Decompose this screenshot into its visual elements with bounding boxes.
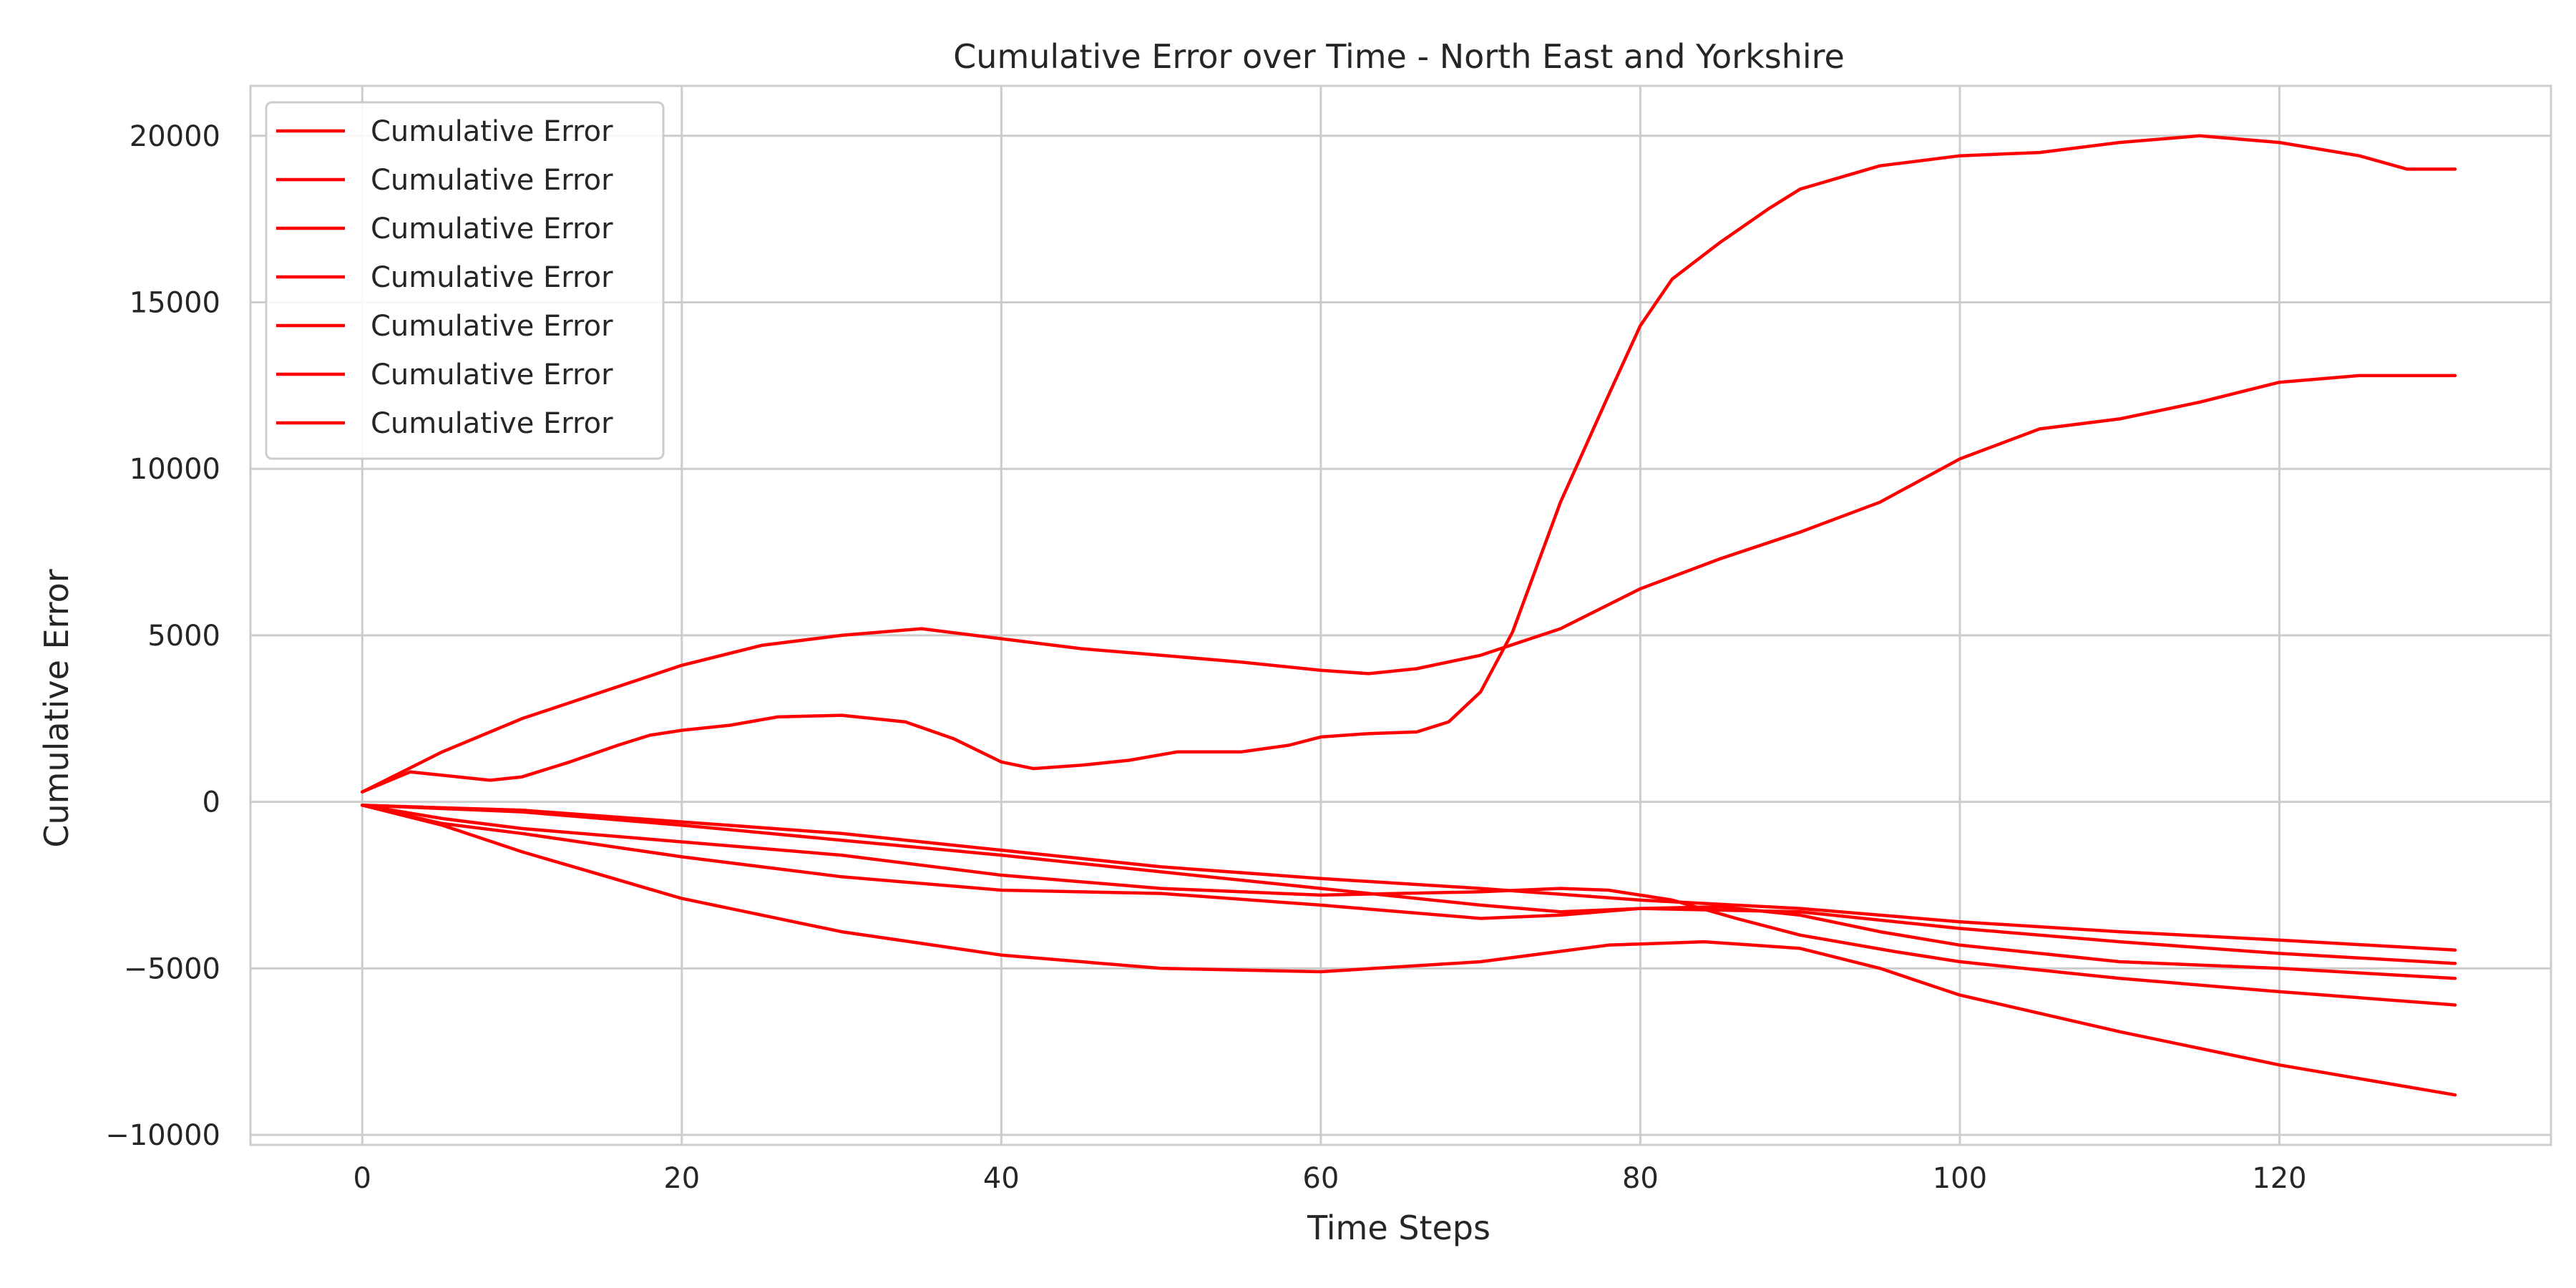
series-line-7 — [361, 804, 2457, 1097]
legend-entry: Cumulative Error — [371, 310, 613, 343]
legend-entry: Cumulative Error — [371, 261, 613, 294]
legend-entry: Cumulative Error — [371, 164, 613, 197]
series-line-6 — [361, 804, 2457, 980]
legend-entry: Cumulative Error — [371, 115, 613, 148]
grid — [250, 86, 2551, 1145]
y-tick-label: −5000 — [124, 952, 220, 985]
x-axis-label: Time Steps — [1307, 1209, 1491, 1247]
x-tick-label: 20 — [663, 1162, 700, 1195]
legend-entry: Cumulative Error — [371, 358, 613, 391]
legend-box — [265, 101, 665, 460]
series-line-5 — [361, 804, 2457, 1007]
tick-labels: 0 20 40 60 80 100 120 −10000 −5000 0 5000 10000 1500… — [105, 120, 2306, 1195]
y-tick-label: −10000 — [105, 1119, 220, 1152]
series-line-2 — [361, 374, 2457, 794]
series-lines — [361, 134, 2457, 1097]
y-tick-label: 10000 — [130, 453, 220, 486]
y-tick-label: 20000 — [130, 120, 220, 153]
legend-entry: Cumulative Error — [371, 213, 613, 245]
y-tick-label: 0 — [203, 786, 220, 819]
plot-frame — [249, 84, 2552, 1146]
chart-title: Cumulative Error over Time - North East … — [953, 37, 1845, 76]
x-tick-label: 60 — [1302, 1162, 1339, 1195]
y-axis-label: Cumulative Error — [37, 569, 76, 847]
legend-entry: Cumulative Error — [371, 407, 613, 440]
series-line-3 — [361, 804, 2457, 952]
legend: Cumulative Error Cumulative Error Cumulati… — [265, 101, 665, 460]
series-line-1 — [361, 134, 2457, 794]
x-tick-label: 120 — [2252, 1162, 2306, 1195]
x-tick-label: 0 — [353, 1162, 371, 1195]
x-tick-label: 80 — [1622, 1162, 1659, 1195]
x-tick-label: 100 — [1933, 1162, 1987, 1195]
x-tick-label: 40 — [983, 1162, 1020, 1195]
series-line-4 — [361, 804, 2457, 965]
y-tick-label: 15000 — [130, 287, 220, 320]
y-tick-label: 5000 — [147, 620, 220, 653]
